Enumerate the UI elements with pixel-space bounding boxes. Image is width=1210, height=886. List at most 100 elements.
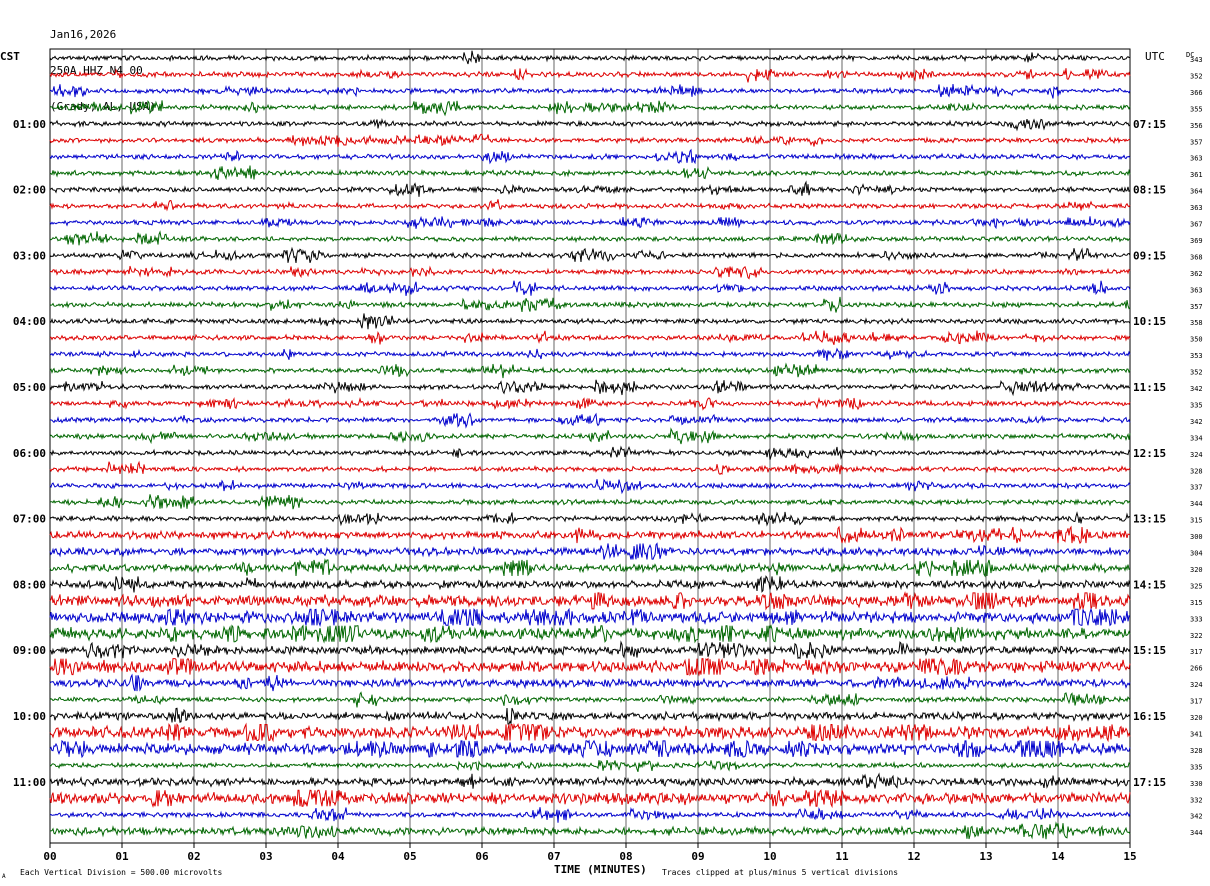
trace-line-25 (49, 445, 1131, 460)
dc-offset-label: 317 (1190, 648, 1203, 656)
trace-line-42 (49, 722, 1131, 743)
trace-line-7 (49, 148, 1131, 165)
x-tick-label: 15 (1123, 850, 1136, 863)
trace-line-22 (49, 396, 1131, 411)
right-hour-label: 13:15 (1133, 513, 1166, 526)
dc-offset-label: 352 (1190, 369, 1203, 377)
minute-gridlines (49, 49, 1131, 848)
dc-offset-label: 335 (1190, 763, 1203, 771)
dc-offset-label: 350 (1190, 336, 1203, 344)
dc-offset-label: 320 (1190, 714, 1203, 722)
x-tick-label: 02 (187, 850, 200, 863)
left-hour-label: 07:00 (13, 513, 46, 526)
dc-offset-label: 361 (1190, 171, 1203, 179)
left-hour-label: 08:00 (13, 578, 46, 591)
right-hour-label: 12:15 (1133, 447, 1166, 460)
x-axis-label: TIME (MINUTES) (554, 863, 647, 876)
dc-offset-label: 342 (1190, 385, 1203, 393)
dc-offset-label: 362 (1190, 270, 1203, 278)
dc-offset-label: 363 (1190, 286, 1203, 294)
right-hour-label: 15:15 (1133, 644, 1166, 657)
dc-offset-label: 368 (1190, 253, 1203, 261)
left-hour-label: 10:00 (13, 710, 46, 723)
trace-line-15 (49, 280, 1131, 296)
dc-offset-label: 367 (1190, 221, 1203, 229)
right-hour-label: 11:15 (1133, 381, 1166, 394)
trace-line-21 (49, 379, 1131, 397)
date-label: Jan16,2026 (50, 28, 117, 41)
dc-offset-label: 325 (1190, 582, 1203, 590)
dc-offset-label: 369 (1190, 237, 1203, 245)
trace-line-26 (49, 460, 1131, 475)
trace-line-41 (49, 707, 1131, 726)
corner-mark: A (2, 873, 6, 880)
trace-line-19 (49, 347, 1131, 361)
trace-line-27 (49, 478, 1131, 495)
dc-offset-label: 317 (1190, 698, 1203, 706)
trace-line-13 (49, 246, 1131, 264)
dc-offset-label: 328 (1190, 747, 1203, 755)
dc-offset-label: 330 (1190, 780, 1203, 788)
clip-note: Traces clipped at plus/minus 5 vertical … (662, 868, 898, 877)
trace-line-17 (49, 313, 1131, 330)
dc-offset-label: 343 (1190, 56, 1203, 64)
trace-line-39 (49, 673, 1131, 692)
trace-line-29 (49, 511, 1131, 527)
dc-offset-label: 320 (1190, 566, 1203, 574)
x-tick-label: 09 (691, 850, 704, 863)
trace-line-1 (49, 50, 1131, 65)
trace-line-47 (49, 806, 1131, 823)
trace-line-10 (49, 199, 1131, 212)
x-tick-label: 11 (835, 850, 849, 863)
left-hour-label: 02:00 (13, 184, 46, 197)
trace-line-9 (49, 180, 1131, 197)
dc-offset-label: 357 (1190, 303, 1203, 311)
dc-header: DC (1186, 51, 1194, 59)
dc-offset-label: 355 (1190, 105, 1203, 113)
trace-line-34 (49, 591, 1131, 611)
dc-offset-label: 332 (1190, 796, 1203, 804)
x-tick-label: 01 (115, 850, 129, 863)
dc-offset-label: 334 (1190, 434, 1203, 442)
trace-line-36 (49, 624, 1131, 644)
label-group: 00 01 02 03 04 05 06 07 08 09 10 11 12 13 14 15 343 352 36… (13, 56, 1203, 863)
x-tick-label: 14 (1051, 850, 1065, 863)
left-hour-label: 06:00 (13, 447, 46, 460)
trace-group (49, 50, 1131, 840)
x-tick-label: 05 (403, 850, 416, 863)
dc-offset-label: 363 (1190, 204, 1203, 212)
right-hour-label: 09:15 (1133, 249, 1166, 262)
dc-offset-label: 324 (1190, 681, 1203, 689)
x-tick-label: 12 (907, 850, 920, 863)
trace-line-14 (49, 265, 1131, 280)
dc-offset-label: 335 (1190, 401, 1203, 409)
right-hour-label: 07:15 (1133, 118, 1166, 131)
trace-line-30 (49, 525, 1131, 545)
trace-line-31 (49, 542, 1131, 560)
dc-offset-label: 300 (1190, 533, 1203, 541)
dc-offset-label: 328 (1190, 467, 1203, 475)
left-hour-label: 09:00 (13, 644, 46, 657)
dc-offset-label: 364 (1190, 188, 1203, 196)
trace-line-35 (49, 607, 1131, 628)
trace-line-11 (49, 215, 1131, 230)
trace-line-38 (49, 657, 1131, 677)
dc-offset-label: 356 (1190, 122, 1203, 130)
trace-line-48 (49, 821, 1131, 840)
trace-line-3 (49, 83, 1131, 99)
trace-line-46 (49, 789, 1131, 809)
trace-line-37 (49, 640, 1131, 660)
dc-offset-label: 341 (1190, 730, 1203, 738)
x-tick-label: 13 (979, 850, 992, 863)
right-hour-label: 14:15 (1133, 578, 1166, 591)
dc-offset-label: 324 (1190, 451, 1203, 459)
dc-offset-label: 344 (1190, 829, 1203, 837)
dc-offset-label: 266 (1190, 665, 1203, 673)
left-hour-label: 11:00 (13, 776, 46, 789)
dc-offset-label: 315 (1190, 599, 1203, 607)
trace-line-43 (49, 739, 1131, 759)
trace-line-6 (49, 133, 1131, 148)
left-hour-label: 03:00 (13, 249, 46, 262)
dc-offset-label: 342 (1190, 813, 1203, 821)
dc-offset-label: 344 (1190, 500, 1203, 508)
